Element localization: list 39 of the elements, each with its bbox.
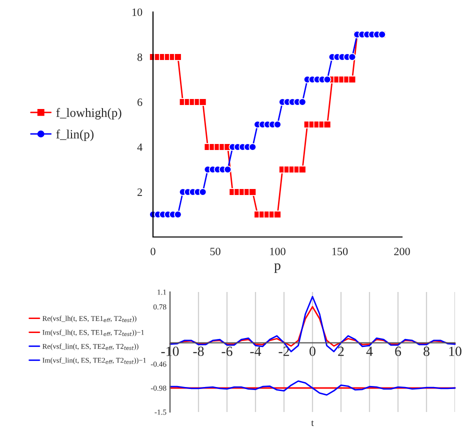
point <box>348 53 356 61</box>
x-tick-label: 4 <box>366 346 373 356</box>
point <box>174 210 182 218</box>
point <box>174 53 182 61</box>
y-tick-label: 8 <box>137 53 142 61</box>
y-tick-label: 6 <box>138 98 142 106</box>
x-axis-title: p <box>274 263 280 273</box>
point <box>198 98 207 106</box>
x-tick-label: 0 <box>310 346 316 356</box>
x-tick-label: 150 <box>332 248 348 256</box>
point <box>248 143 256 151</box>
point <box>198 188 207 196</box>
y-tick-label: 4 <box>137 144 142 151</box>
x-tick-label: 200 <box>394 248 410 256</box>
point <box>274 120 282 128</box>
legend-label: f_lowhigh(p) <box>56 108 122 120</box>
point <box>224 166 232 174</box>
y-tick-label: 10 <box>132 8 142 16</box>
x-tick-label: 50 <box>210 248 220 256</box>
x-tick-label: 10 <box>449 346 462 356</box>
x-tick-label: 0 <box>150 248 156 256</box>
y-tick-label: 2 <box>138 188 142 196</box>
point <box>274 210 282 218</box>
x-tick-label: 2 <box>338 346 344 356</box>
x-tick-label: -8 <box>193 346 204 356</box>
x-tick-label: -4 <box>250 346 262 356</box>
x-axis-title: t <box>311 420 314 426</box>
point <box>323 120 332 128</box>
point <box>348 76 356 84</box>
legend-label: f_lin(p) <box>56 130 94 141</box>
x-tick-label: 8 <box>424 346 430 356</box>
point <box>248 188 256 196</box>
x-tick-label: 100 <box>270 248 286 256</box>
point <box>298 166 306 174</box>
point <box>323 76 332 84</box>
x-tick-label: -6 <box>222 346 232 356</box>
point <box>298 98 306 106</box>
line-series <box>169 380 456 396</box>
x-tick-label: 6 <box>395 346 402 356</box>
